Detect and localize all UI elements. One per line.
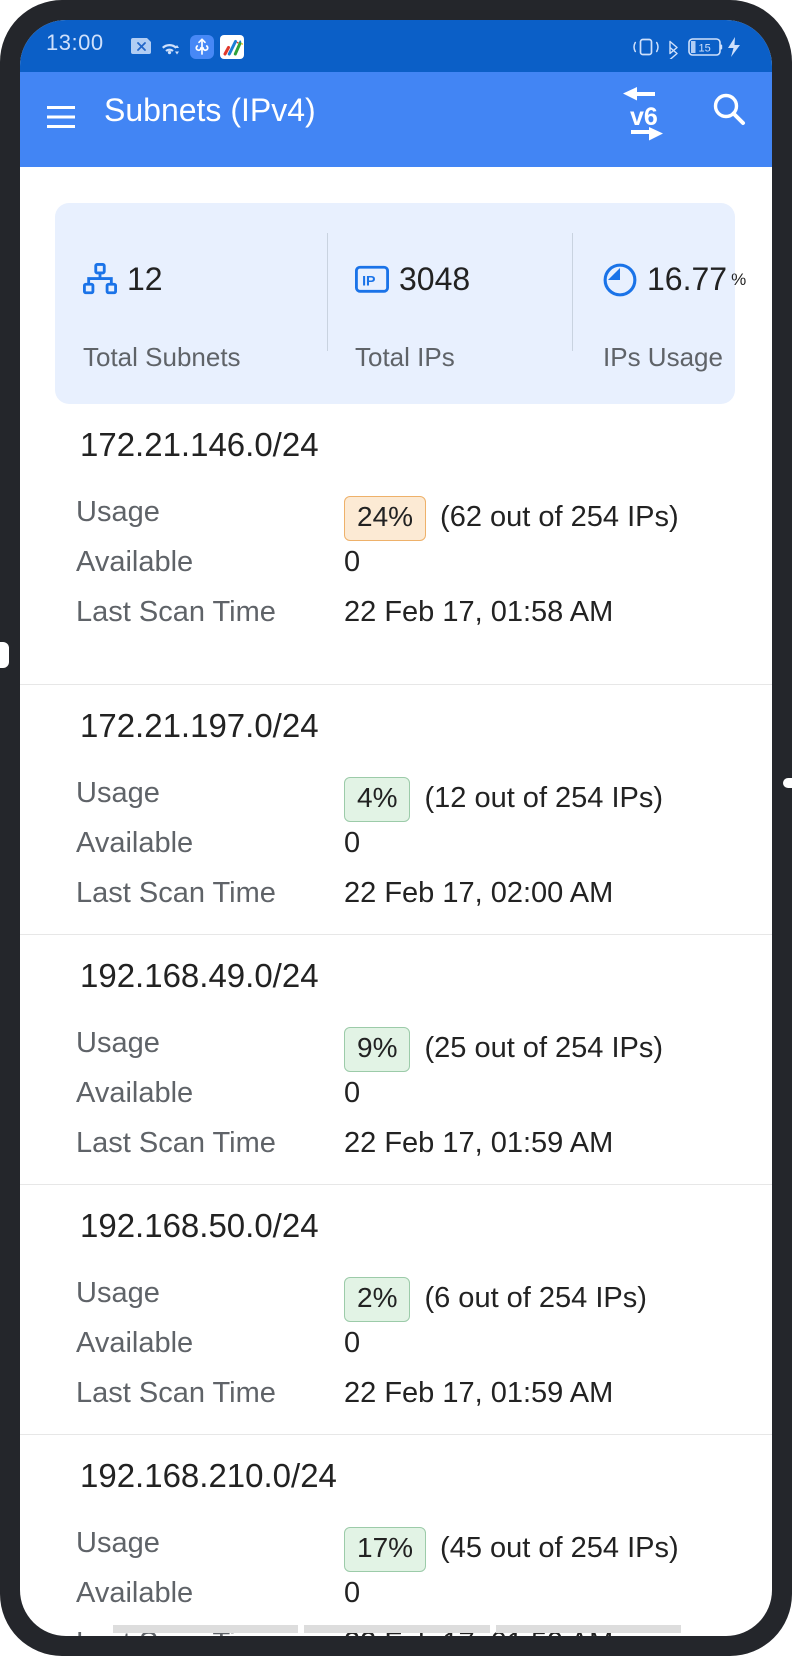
svg-text:IP: IP bbox=[362, 273, 375, 289]
svg-text:v6: v6 bbox=[630, 103, 658, 131]
svg-text:15: 15 bbox=[699, 43, 711, 55]
